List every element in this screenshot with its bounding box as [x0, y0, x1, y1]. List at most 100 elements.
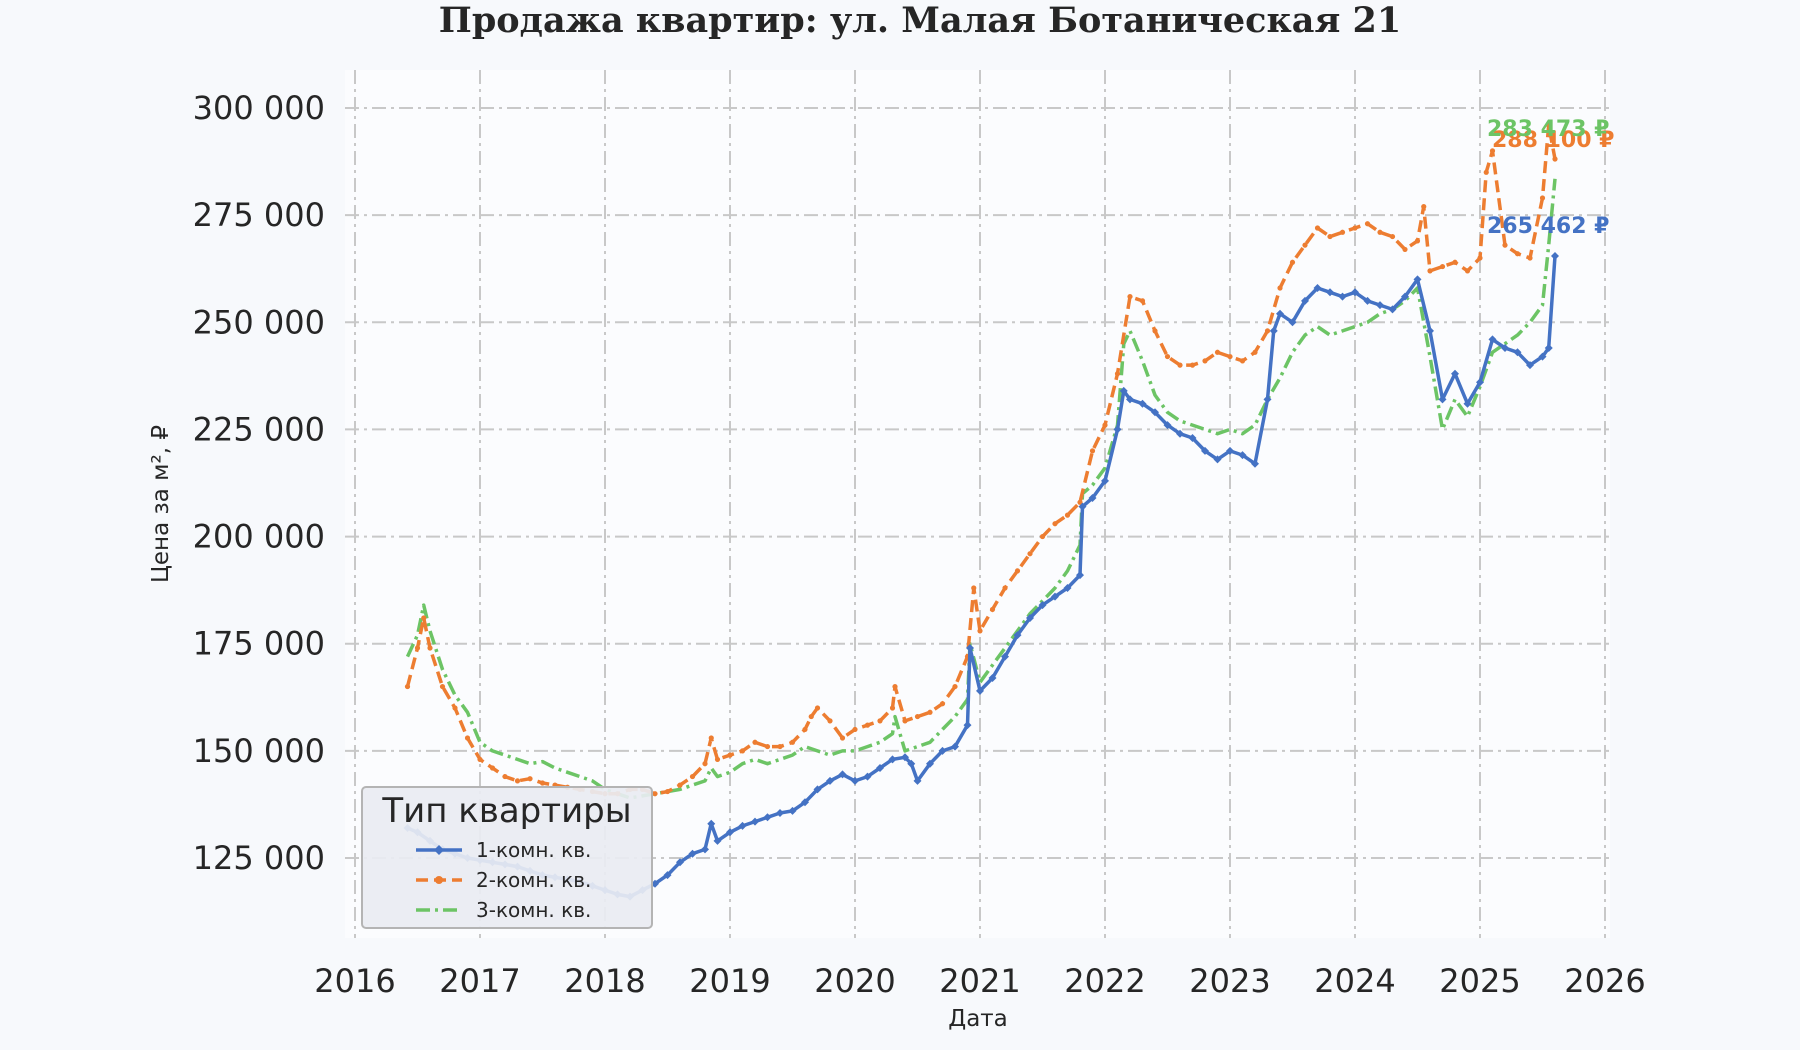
data-point: [1226, 446, 1234, 455]
data-point: [1551, 252, 1559, 261]
data-point: [963, 721, 972, 730]
data-point: [764, 743, 771, 750]
y-tick-label: 225 000: [193, 410, 325, 448]
legend-marker: [435, 876, 443, 884]
data-point: [876, 764, 884, 772]
data-point: [863, 772, 872, 781]
data-point: [1027, 551, 1033, 557]
data-point: [763, 813, 772, 822]
data-point: [404, 683, 411, 690]
data-point: [907, 759, 916, 768]
data-point: [1527, 255, 1533, 261]
data-point: [1546, 122, 1552, 128]
y-tick-label: 125 000: [193, 839, 325, 877]
data-point: [1338, 292, 1347, 301]
data-point: [977, 628, 983, 634]
data-point: [1188, 434, 1197, 442]
data-point: [1138, 399, 1147, 408]
data-point: [1544, 344, 1553, 352]
data-point: [1526, 361, 1534, 370]
data-point: [727, 752, 733, 758]
x-tick-label: 2020: [814, 962, 895, 1000]
data-point: [788, 806, 797, 815]
data-point: [677, 782, 683, 788]
data-point: [1483, 169, 1489, 175]
x-tick-label: 2018: [564, 962, 645, 1000]
data-point: [713, 836, 722, 845]
data-point: [1239, 358, 1246, 364]
x-tick-label: 2017: [439, 962, 520, 1000]
end-label-series-2: 288 100 ₽: [1492, 128, 1614, 153]
data-point: [1214, 349, 1221, 355]
data-point: [708, 735, 714, 741]
data-point: [1213, 455, 1222, 464]
data-point: [1002, 585, 1008, 591]
data-point: [814, 705, 821, 711]
data-point: [1176, 429, 1184, 438]
data-point: [439, 683, 446, 690]
data-point: [789, 739, 796, 745]
data-point: [652, 791, 658, 797]
data-point: [976, 686, 984, 695]
y-axis-label: Цена за м², ₽: [148, 425, 174, 583]
x-tick-label: 2025: [1439, 962, 1520, 1000]
data-point: [1177, 362, 1183, 368]
data-point: [1227, 353, 1233, 360]
data-point: [539, 780, 546, 786]
y-tick-label: 300 000: [193, 89, 325, 127]
legend-title: Тип квартиры: [381, 791, 631, 831]
data-point: [1101, 476, 1109, 485]
end-label-series-1: 265 462 ₽: [1487, 214, 1609, 239]
x-tick-label: 2019: [689, 962, 770, 1000]
chart-title: Продажа квартир: ул. Малая Ботаническая …: [439, 0, 1401, 41]
data-point: [1001, 652, 1009, 661]
data-point: [1427, 268, 1433, 274]
x-tick-label: 2023: [1189, 962, 1270, 1000]
x-tick-label: 2016: [314, 962, 395, 1000]
end-labels: 265 462 ₽ 288 100 ₽283 473 ₽: [1487, 117, 1614, 239]
data-point: [801, 798, 809, 807]
x-tick-label: 2022: [1064, 962, 1145, 1000]
data-point: [688, 849, 697, 858]
x-tick-label: 2021: [939, 962, 1020, 1000]
data-point: [477, 756, 483, 763]
data-point: [1439, 263, 1446, 270]
data-point: [714, 756, 721, 763]
data-point: [1377, 229, 1383, 235]
data-point: [1426, 326, 1434, 335]
data-point: [901, 753, 909, 762]
data-point: [938, 746, 947, 755]
end-label-series-3: 283 473 ₽: [1487, 117, 1609, 142]
data-point: [1064, 512, 1071, 518]
data-point: [664, 788, 671, 795]
data-point: [989, 606, 996, 613]
legend-marker: [434, 845, 444, 855]
data-point: [776, 809, 784, 817]
data-point: [1352, 225, 1358, 231]
data-point: [888, 755, 897, 764]
data-point: [1421, 203, 1427, 210]
data-point: [1164, 353, 1171, 360]
data-point: [827, 718, 833, 724]
data-point: [1252, 349, 1258, 355]
data-point: [752, 739, 758, 745]
data-point: [1276, 309, 1284, 318]
y-tick-label: 250 000: [193, 303, 325, 341]
data-point: [1269, 326, 1278, 335]
y-tick-label: 200 000: [193, 518, 325, 556]
data-point: [852, 726, 858, 733]
data-point: [1126, 395, 1134, 404]
data-point: [1313, 284, 1322, 292]
data-point: [1389, 233, 1396, 240]
data-point: [1314, 225, 1321, 231]
data-point: [1327, 233, 1333, 240]
data-point: [877, 718, 883, 724]
data-point: [1538, 352, 1547, 361]
data-point: [1039, 533, 1046, 540]
data-point: [826, 776, 834, 785]
data-point: [1127, 293, 1133, 300]
data-point: [808, 713, 814, 720]
data-point: [1513, 348, 1522, 357]
data-point: [864, 722, 871, 728]
